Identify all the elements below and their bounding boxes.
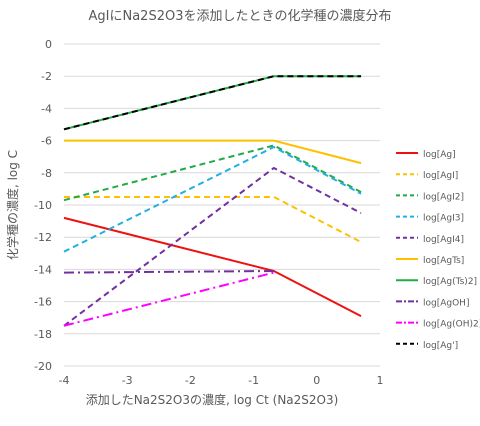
y-tick-label: -10 [34,199,52,212]
legend-label: log[Ag'] [423,341,458,351]
series-layer [63,75,362,327]
x-tick-label: 0 [313,374,320,387]
series-line-log-agi3 [63,146,362,253]
y-tick-label: -8 [41,167,52,180]
y-tick-label: -12 [34,231,52,244]
y-axis-label: 化学種の濃度, log C [5,150,20,260]
legend-label: log[Ag] [423,150,456,160]
x-tick-label: 1 [377,374,384,387]
chart-title: AgIにNa2S2O3を添加したときの化学種の濃度分布 [89,8,392,24]
y-tick-labels: 0 -2 -4 -6 -8 -10 -12 -14 -16 -18 -20 [34,38,52,373]
legend-label: log[AgOH] [423,298,469,308]
y-tick-label: -6 [41,135,52,148]
legend-label: log[AgI3] [423,214,464,224]
x-tick-labels: -4 -3 -2 -1 0 1 [59,374,384,387]
series-line-log-ag-oh-2 [63,271,275,327]
series-line-log-agts [64,139,362,165]
grid-lines [64,43,380,367]
series-line-log-agi2 [63,144,362,202]
x-tick-label: -3 [122,374,133,387]
series-line-log-agi [64,195,362,243]
legend-label: log[Ag(OH)2] [423,320,480,330]
series-line-log-ag [63,75,362,131]
series-line-log-agi4 [63,166,362,327]
legend-label: log[AgI4] [423,235,464,245]
y-tick-label: -2 [41,70,52,83]
y-tick-label: -20 [34,360,52,373]
legend-label: log[AgI2] [423,192,464,202]
y-tick-label: -18 [34,328,52,341]
y-tick-label: -14 [34,263,52,276]
legend-label: log[AgTs] [423,256,464,266]
y-tick-label: -4 [41,102,52,115]
x-tick-label: -4 [59,374,70,387]
y-tick-label: -16 [34,296,52,309]
series-line-log-agoh [63,270,274,274]
legend: log[Ag] log[AgI] log[AgI2] log[AgI3] log[AgI… [396,150,480,351]
x-tick-label: -1 [248,374,259,387]
series-line-log-ag-underlay [63,75,362,131]
legend-label: log[Ag(Ts)2] [423,277,477,287]
x-tick-label: -2 [185,374,196,387]
legend-label: log[AgI] [423,171,458,181]
y-tick-label: 0 [45,38,52,51]
x-axis-label: 添加したNa2S2O3の濃度, log Ct (Na2S2O3) [86,392,339,407]
